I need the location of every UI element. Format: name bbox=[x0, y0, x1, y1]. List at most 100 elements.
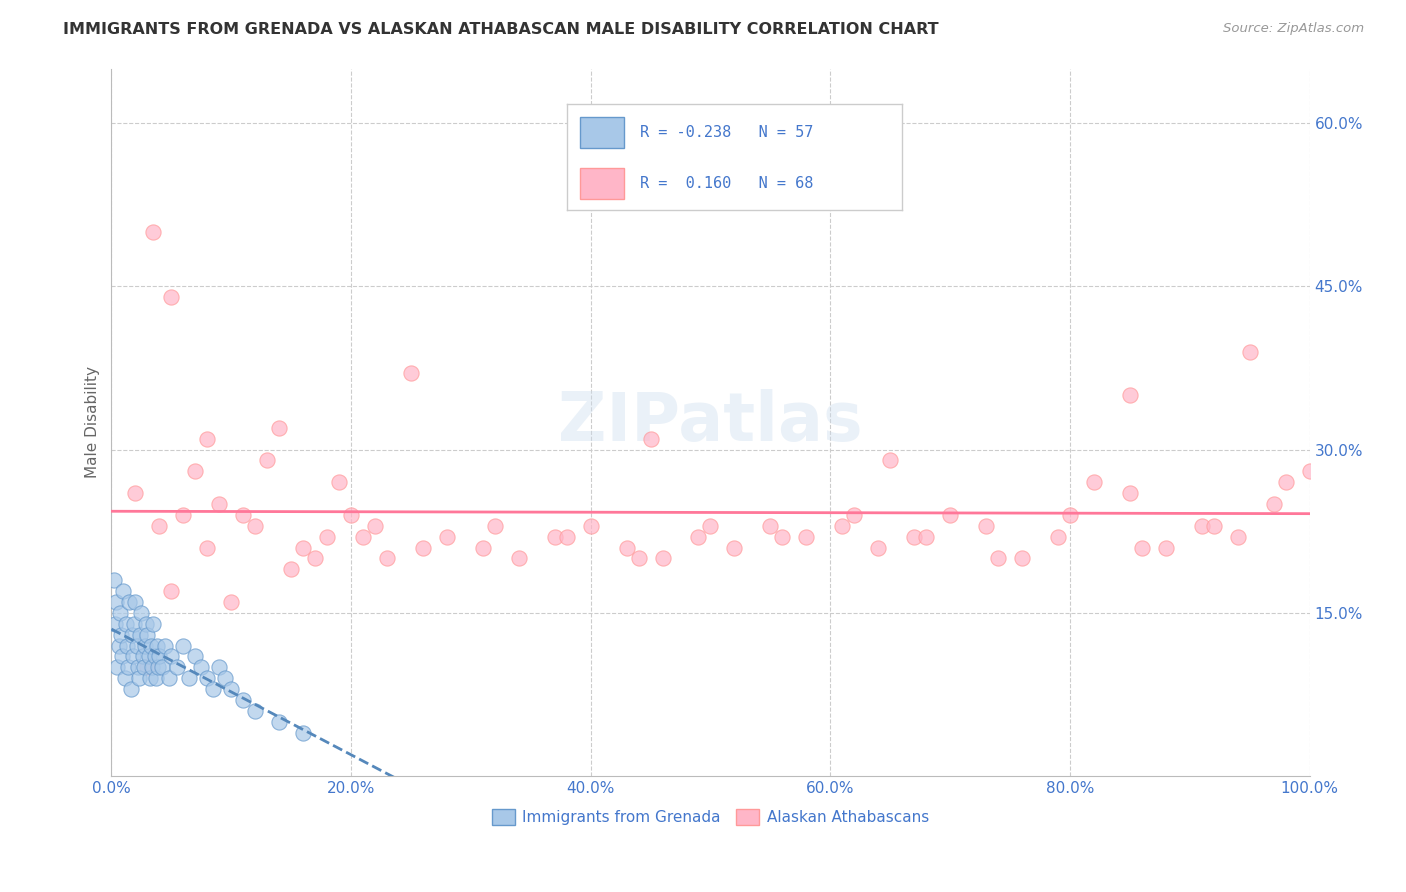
Point bbox=[399, 367, 422, 381]
Point bbox=[190, 660, 212, 674]
Point bbox=[1119, 486, 1142, 500]
Point bbox=[1298, 464, 1320, 478]
Point bbox=[1154, 541, 1177, 555]
Point bbox=[1202, 518, 1225, 533]
Y-axis label: Male Disability: Male Disability bbox=[86, 367, 100, 478]
Point bbox=[155, 639, 177, 653]
Point bbox=[915, 530, 938, 544]
Point bbox=[134, 639, 156, 653]
Point bbox=[107, 660, 129, 674]
Point bbox=[208, 660, 231, 674]
Point bbox=[148, 518, 170, 533]
Point bbox=[103, 573, 125, 587]
Point bbox=[148, 649, 170, 664]
Point bbox=[412, 541, 434, 555]
Point bbox=[117, 660, 139, 674]
Point bbox=[352, 530, 374, 544]
Point bbox=[544, 530, 567, 544]
Point bbox=[127, 660, 149, 674]
Point bbox=[131, 606, 153, 620]
Point bbox=[202, 682, 225, 697]
Point bbox=[1059, 508, 1081, 522]
Point bbox=[122, 649, 145, 664]
Point bbox=[131, 649, 153, 664]
Point bbox=[375, 551, 398, 566]
Point bbox=[111, 649, 134, 664]
Point bbox=[280, 562, 302, 576]
Point bbox=[1226, 530, 1249, 544]
Point bbox=[172, 508, 194, 522]
Point bbox=[179, 671, 201, 685]
Point bbox=[195, 541, 218, 555]
Point bbox=[157, 671, 180, 685]
Point bbox=[120, 682, 142, 697]
Point bbox=[118, 595, 141, 609]
Point bbox=[172, 639, 194, 653]
Point bbox=[104, 616, 127, 631]
Point bbox=[555, 530, 578, 544]
Point bbox=[794, 530, 817, 544]
Point bbox=[868, 541, 890, 555]
Point bbox=[269, 714, 291, 729]
Point bbox=[256, 453, 278, 467]
Point bbox=[616, 541, 638, 555]
Point bbox=[471, 541, 494, 555]
Point bbox=[484, 518, 506, 533]
Point bbox=[141, 660, 163, 674]
Point bbox=[124, 486, 146, 500]
Point bbox=[1046, 530, 1069, 544]
Point bbox=[243, 518, 266, 533]
Point bbox=[107, 639, 129, 653]
Point bbox=[108, 606, 131, 620]
Point bbox=[136, 627, 159, 641]
Point bbox=[135, 616, 157, 631]
Point bbox=[508, 551, 530, 566]
Point bbox=[112, 584, 135, 599]
Point bbox=[364, 518, 387, 533]
Point bbox=[1130, 541, 1153, 555]
Point bbox=[1274, 475, 1296, 490]
Point bbox=[974, 518, 997, 533]
Point bbox=[232, 693, 254, 707]
Point bbox=[640, 432, 662, 446]
Point bbox=[939, 508, 962, 522]
Point bbox=[125, 639, 148, 653]
Point bbox=[1239, 344, 1261, 359]
Point bbox=[129, 627, 152, 641]
Point bbox=[292, 541, 315, 555]
Point bbox=[219, 595, 242, 609]
Point bbox=[214, 671, 236, 685]
Point bbox=[145, 671, 167, 685]
Point bbox=[844, 508, 866, 522]
Point bbox=[328, 475, 350, 490]
Point bbox=[1119, 388, 1142, 402]
Point bbox=[243, 704, 266, 718]
Point bbox=[1191, 518, 1213, 533]
Point bbox=[723, 541, 745, 555]
Point bbox=[122, 616, 145, 631]
Point bbox=[121, 627, 143, 641]
Point bbox=[269, 421, 291, 435]
Point bbox=[688, 530, 710, 544]
Point bbox=[150, 660, 173, 674]
Point bbox=[115, 639, 138, 653]
Point bbox=[114, 671, 136, 685]
Point bbox=[699, 518, 721, 533]
Point bbox=[143, 649, 166, 664]
Point bbox=[579, 518, 602, 533]
Point bbox=[142, 225, 165, 239]
Point bbox=[124, 595, 146, 609]
Point bbox=[1263, 497, 1285, 511]
Text: IMMIGRANTS FROM GRENADA VS ALASKAN ATHABASCAN MALE DISABILITY CORRELATION CHART: IMMIGRANTS FROM GRENADA VS ALASKAN ATHAB… bbox=[63, 22, 939, 37]
Point bbox=[132, 660, 155, 674]
Point bbox=[436, 530, 458, 544]
Point bbox=[128, 671, 150, 685]
Point bbox=[316, 530, 339, 544]
Point bbox=[142, 616, 165, 631]
Point bbox=[139, 639, 162, 653]
Point bbox=[1011, 551, 1033, 566]
Point bbox=[831, 518, 853, 533]
Point bbox=[139, 671, 162, 685]
Point bbox=[195, 671, 218, 685]
Text: ZIPatlas: ZIPatlas bbox=[558, 389, 863, 455]
